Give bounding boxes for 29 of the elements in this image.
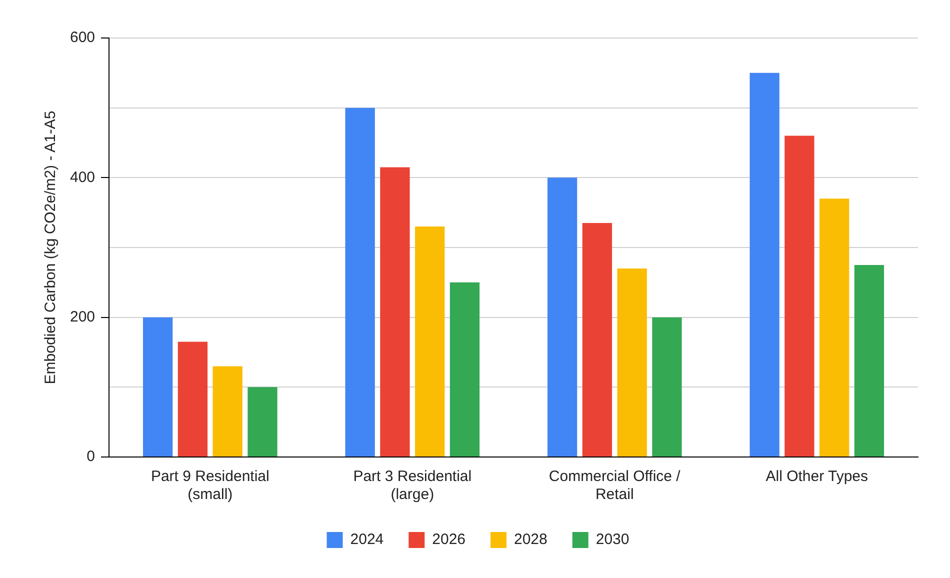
bar [142,317,173,456]
bar [450,282,480,456]
bar [750,72,780,456]
bar [212,366,242,456]
y-tick-label: 200 [70,308,96,326]
bar [345,108,375,456]
bar [652,317,682,456]
y-axis-title: Embodied Carbon (kg CO2e/m2) - A1-A5 [42,110,60,384]
x-tick-label: Part 9 Residential (small) [150,468,270,504]
y-tick-label: 400 [70,168,96,186]
bar [854,264,884,456]
bar [178,342,208,456]
legend-label: 2026 [432,531,466,548]
bar [248,387,278,456]
bar [819,198,850,456]
bar [784,136,814,456]
bar [415,226,445,456]
legend-label: 2030 [596,531,630,548]
y-tick-label: 600 [70,29,96,46]
y-tick-label: 0 [86,448,96,466]
bar [380,167,410,456]
bar [582,223,612,456]
bar [547,178,578,456]
legend-label: 2024 [350,531,384,548]
legend-label: 2028 [514,531,548,548]
bar [617,268,647,456]
x-tick-label: Commercial Office / Retail [548,468,682,504]
x-tick-label: Part 3 Residential (large) [353,468,472,504]
x-tick-label: All Other Types [766,468,868,486]
